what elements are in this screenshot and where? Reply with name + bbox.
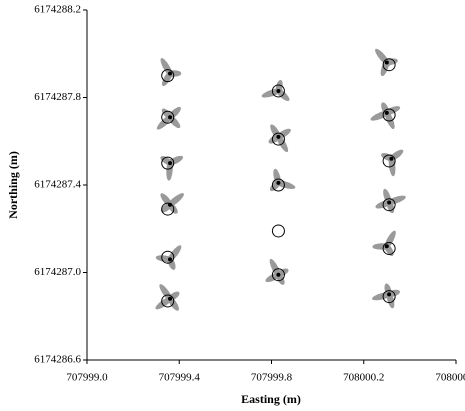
planned-point <box>272 225 284 237</box>
x-tick-label: 707999.0 <box>66 372 108 384</box>
actual-point <box>389 157 393 161</box>
actual-point <box>387 292 391 296</box>
canopy <box>261 79 292 103</box>
chart: Easting (m) Northing (m) 707999.0 707999.… <box>0 0 465 411</box>
y-tick-label: 6174287.0 <box>34 266 81 278</box>
x-axis-label: Easting (m) <box>241 392 301 406</box>
actual-point <box>276 89 280 93</box>
y-tick-label: 6174286.6 <box>34 354 81 366</box>
actual-point <box>168 297 172 301</box>
x-tick-label: 708000.6 <box>435 372 465 384</box>
actual-point <box>385 244 389 248</box>
y-axis-label: Northing (m) <box>6 151 20 219</box>
canopy <box>369 101 401 130</box>
actual-point <box>168 161 172 165</box>
x-tick-label: 708000.2 <box>343 372 384 384</box>
actual-point <box>168 257 172 261</box>
actual-point <box>276 135 280 139</box>
canopy <box>264 258 290 287</box>
y-tick-label: 6174288.2 <box>34 4 81 16</box>
canopy <box>371 283 400 309</box>
actual-point <box>387 201 391 205</box>
actual-point <box>168 71 172 75</box>
actual-point <box>168 203 172 207</box>
y-tick-label: 6174287.4 <box>34 179 81 191</box>
actual-point <box>385 111 389 115</box>
canopy <box>154 282 181 312</box>
actual-point <box>276 273 280 277</box>
actual-point <box>168 115 172 119</box>
actual-point <box>276 181 280 185</box>
actual-point <box>385 61 389 65</box>
page: Easting (m) Northing (m) 707999.0 707999.… <box>0 0 465 411</box>
x-tick-label: 707999.4 <box>159 372 201 384</box>
x-tick-label: 707999.8 <box>251 372 293 384</box>
canopy <box>155 244 183 271</box>
y-tick-label: 6174287.8 <box>34 91 81 103</box>
